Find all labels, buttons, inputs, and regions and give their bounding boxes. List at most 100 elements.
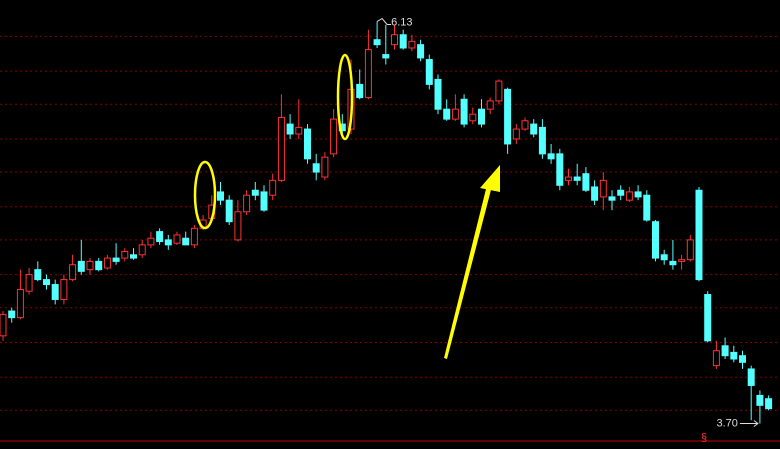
- candle-body: [486, 100, 494, 110]
- candle-body: [538, 126, 546, 155]
- candle-body: [643, 194, 651, 221]
- candles: [0, 21, 773, 424]
- candle-body: [756, 394, 764, 406]
- candle-body: [243, 194, 251, 213]
- candle-body: [16, 289, 24, 319]
- candle-body: [504, 88, 512, 145]
- candle-body: [634, 191, 642, 198]
- candle-body: [356, 83, 364, 99]
- candle-body: [269, 179, 277, 196]
- candle-body: [547, 153, 555, 160]
- candle-body: [260, 191, 268, 211]
- candle-body: [417, 44, 425, 59]
- candle-body: [121, 250, 129, 259]
- candle-body: [173, 234, 181, 244]
- candle-body: [617, 189, 625, 196]
- candle-body: [103, 257, 111, 269]
- candle-body: [382, 54, 390, 59]
- candle-body: [156, 231, 164, 243]
- annotations: 6.13 3.70: [376, 16, 759, 429]
- candle-body: [582, 173, 590, 191]
- candle-body: [599, 179, 607, 198]
- candle-body: [234, 211, 242, 241]
- candle-body: [469, 113, 477, 122]
- candle-body: [608, 196, 616, 201]
- candle-body: [34, 269, 42, 281]
- candle-body: [565, 176, 572, 181]
- candle-body: [434, 78, 442, 110]
- candle-body: [591, 186, 599, 201]
- candle-body: [69, 264, 77, 281]
- candle-body: [521, 120, 529, 130]
- candle-body: [43, 279, 50, 286]
- candle-body: [217, 191, 224, 201]
- candle-body: [373, 39, 381, 46]
- pointer-arrow: [444, 165, 500, 359]
- candle-body: [51, 284, 59, 300]
- candle-body: [399, 34, 407, 49]
- candle-body: [312, 163, 320, 173]
- candle-body: [77, 260, 85, 272]
- candle-body: [304, 128, 311, 160]
- candle-body: [451, 108, 459, 120]
- arrow-shaft: [444, 185, 492, 359]
- candle-body: [95, 260, 103, 271]
- candle-body: [138, 244, 146, 256]
- annotation-arrowhead: [753, 420, 759, 427]
- candle-body: [182, 237, 190, 246]
- highlight-ellipse: [193, 160, 217, 230]
- candle-body: [364, 49, 372, 99]
- candle-body: [321, 156, 329, 178]
- candle-body: [556, 153, 564, 186]
- arrow-head: [480, 165, 500, 192]
- candle-body: [130, 254, 137, 259]
- annotation-pointer: [376, 17, 392, 26]
- candle-body: [747, 368, 755, 386]
- candle-body: [495, 80, 503, 102]
- candle-body: [686, 239, 694, 261]
- candle-body: [225, 199, 233, 223]
- candle-body: [295, 126, 303, 135]
- candle-body: [625, 191, 633, 201]
- candle-body: [277, 116, 285, 181]
- candle-body: [704, 293, 712, 342]
- candle-body: [721, 345, 729, 357]
- candle-body: [60, 279, 68, 300]
- candle-body: [443, 108, 451, 120]
- grid: [0, 35, 780, 411]
- candle-body: [86, 260, 94, 271]
- candle-body: [8, 310, 16, 319]
- candle-body: [164, 239, 172, 246]
- candle-body: [147, 237, 155, 246]
- annotation-label: 3.70: [716, 417, 737, 429]
- marker: §: [701, 432, 707, 444]
- candle-body: [530, 123, 538, 135]
- candle-body: [391, 34, 398, 46]
- candle-body: [730, 351, 738, 360]
- candle-body: [660, 254, 668, 261]
- candle-body: [408, 40, 416, 49]
- candle-body: [712, 350, 720, 367]
- candle-body: [190, 227, 198, 246]
- candle-body: [460, 98, 468, 125]
- candle-body: [0, 313, 7, 337]
- candle-body: [652, 221, 659, 259]
- candle-body: [330, 118, 338, 155]
- candle-body: [739, 355, 746, 363]
- candle-body: [286, 123, 294, 135]
- candle-body: [478, 108, 485, 125]
- candle-body: [251, 189, 259, 196]
- candle-body: [25, 274, 33, 292]
- highlight-ellipse: [336, 53, 354, 141]
- candle-body: [573, 176, 581, 181]
- candle-body: [512, 128, 520, 140]
- annotation-label: 6.13: [391, 16, 412, 28]
- candle-body: [678, 259, 686, 262]
- candle-body: [112, 257, 120, 262]
- candle-body: [765, 398, 773, 410]
- candle-body: [669, 260, 677, 266]
- candle-body: [695, 189, 703, 281]
- candle-body: [425, 59, 433, 85]
